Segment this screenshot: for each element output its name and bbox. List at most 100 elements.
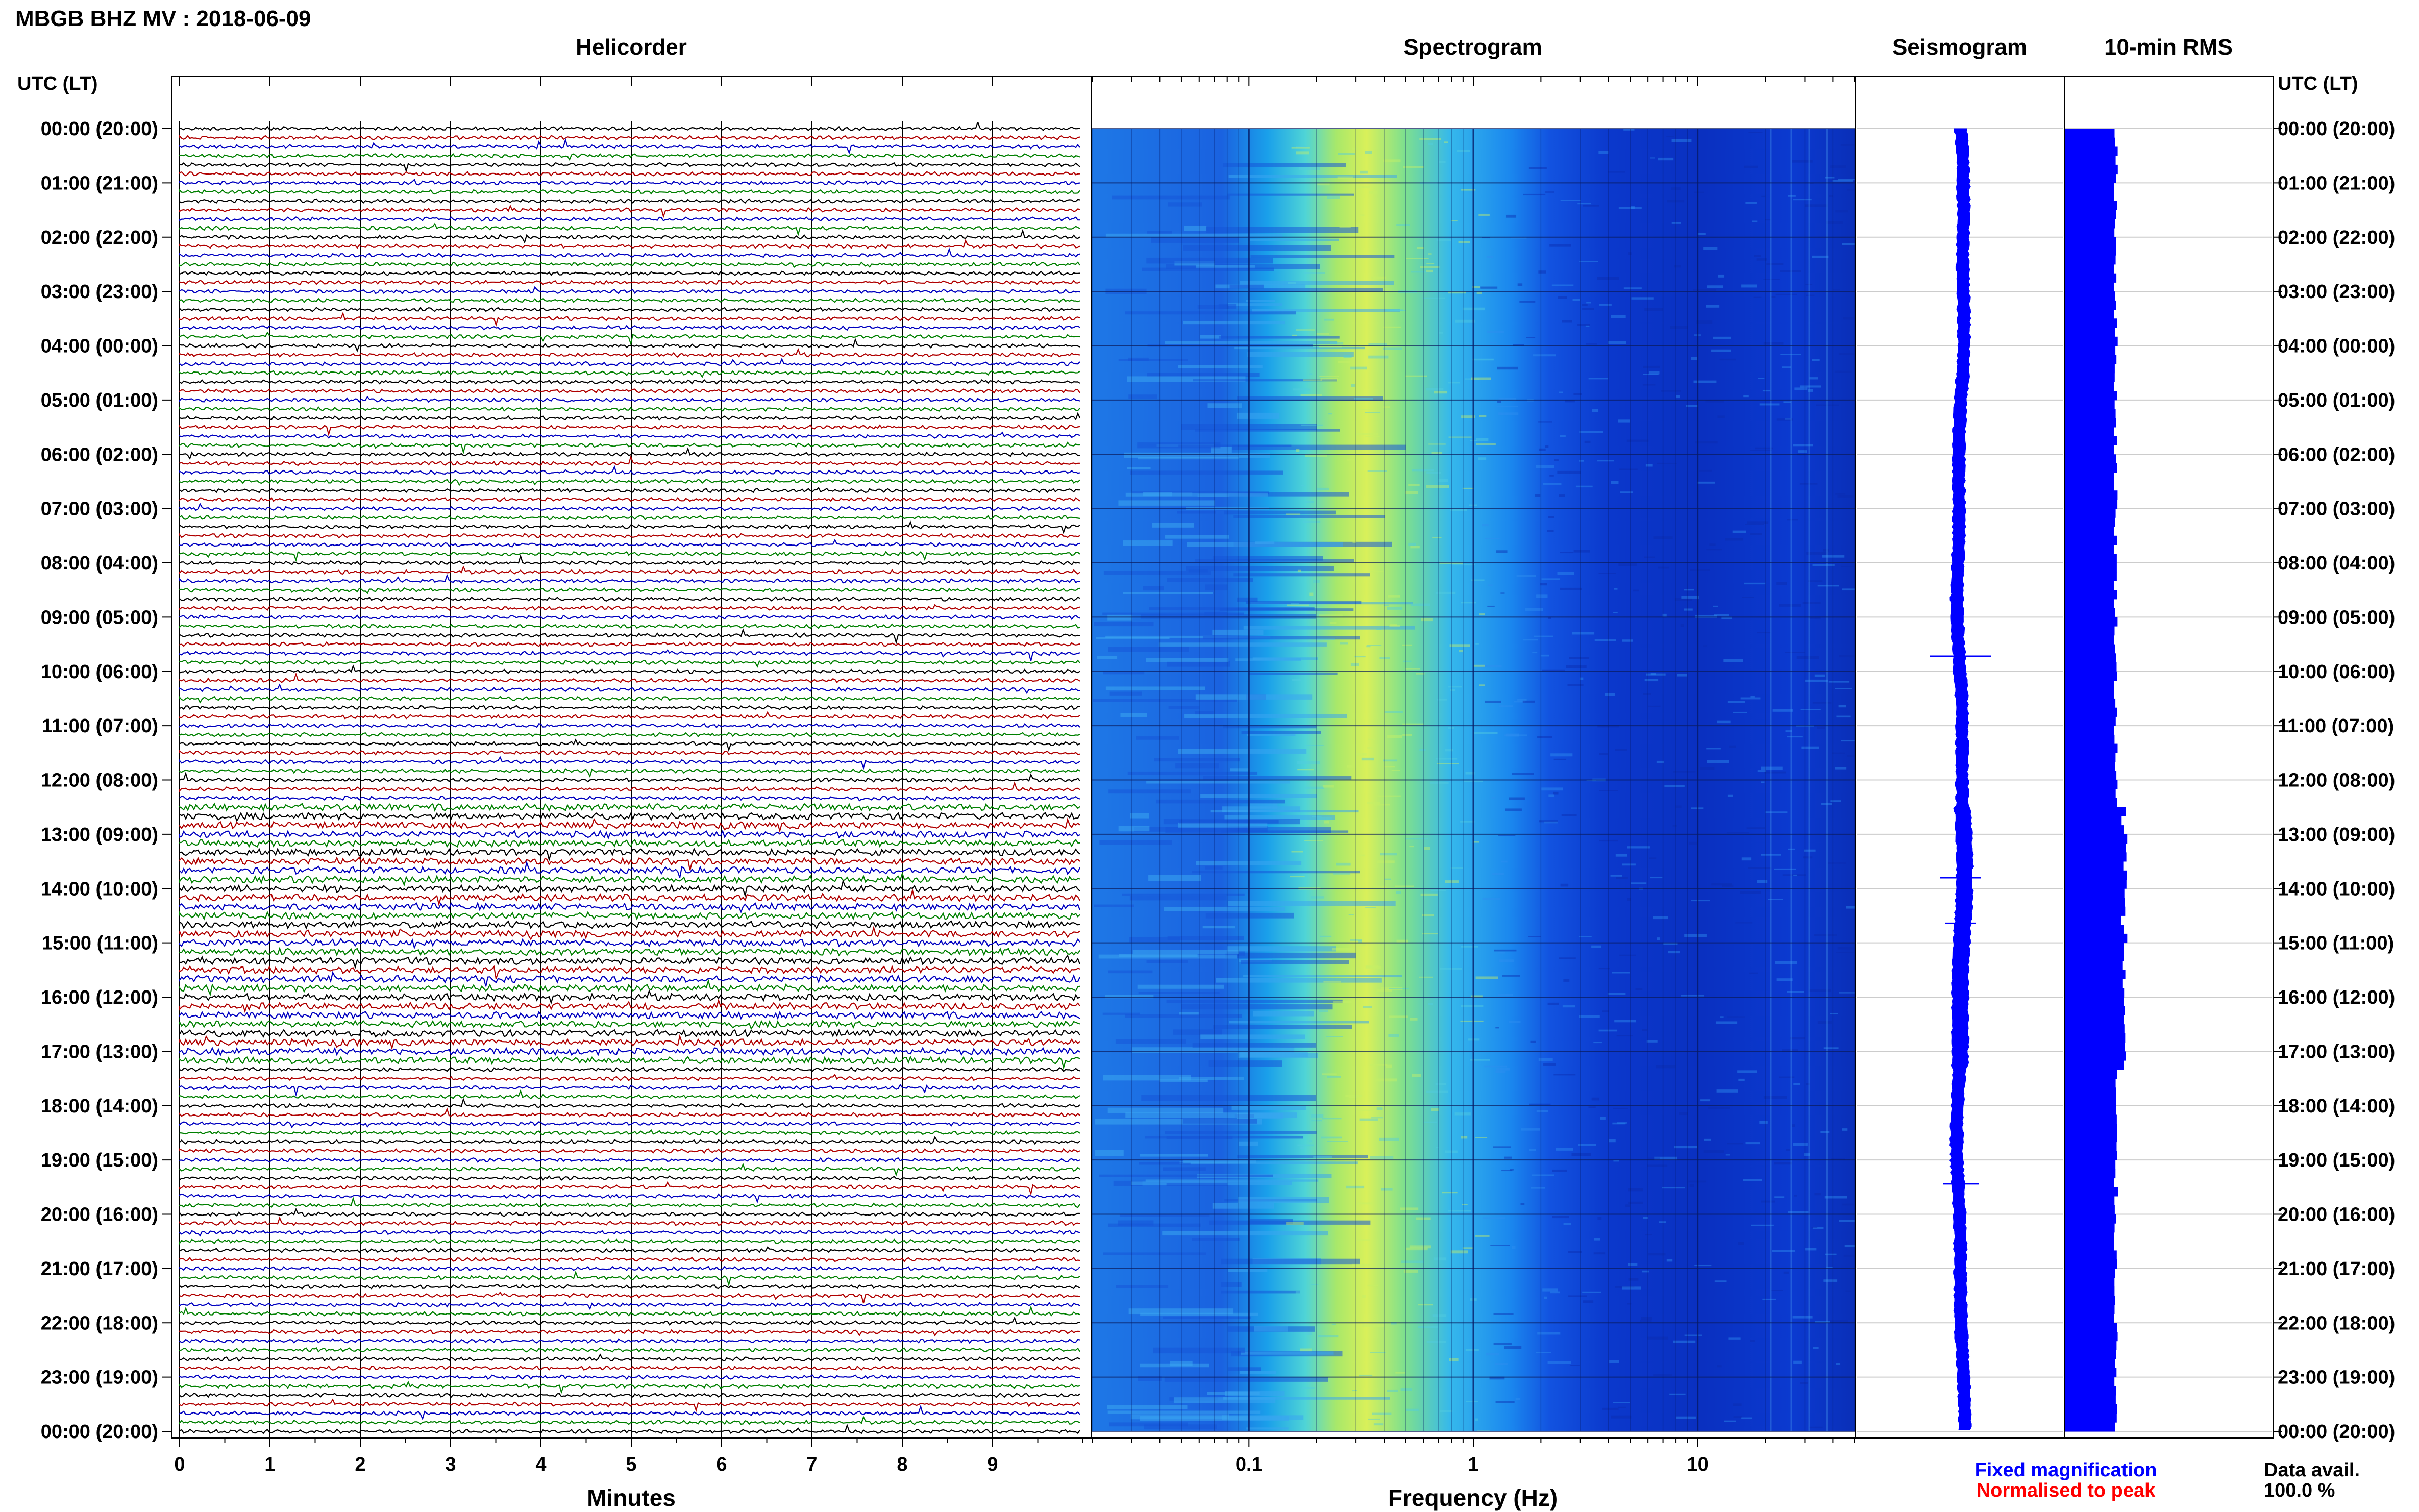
utc-labels-right: 00:00 (20:00) 01:00 (21:00) 02:00 (22:00) 0… [2278,118,2395,1443]
spectrogram-speckle [1759,1121,1768,1124]
spectrogram-speckle [1845,1290,1851,1292]
spectrogram-speckle [1696,320,1713,324]
spectrogram-streak [1103,571,1211,575]
spectrogram-speckle [1751,1224,1774,1226]
spectrogram-speckle [1445,749,1453,752]
spectrogram-speckle [1759,403,1780,406]
helicorder-trace [179,937,1080,950]
spectrogram-speckle [1373,804,1390,806]
spectrogram-speckle [1495,1070,1506,1073]
spectrogram-speckle [1347,765,1353,768]
spectrogram-speckle [1695,615,1717,618]
spectrogram-speckle [1800,385,1821,388]
spectrogram-speckle [1422,914,1435,916]
spectrogram-speckle [1383,604,1389,606]
spectrogram-speckle [1324,318,1334,321]
spectrogram-speckle [1552,1216,1569,1219]
spectrogram-speckle [1330,342,1344,345]
spectrogram-speckle [1622,1286,1641,1290]
spectrogram-speckle [1738,1078,1745,1081]
spectrogram-speckle [1582,308,1594,310]
spectrogram-streak [1118,1220,1154,1226]
helicorder-trace [179,628,1080,645]
helicorder-x-tick-label: 9 [987,1454,998,1475]
spectrogram-speckle [1426,1090,1448,1093]
spectrogram-speckle [1473,664,1485,667]
spectrogram-speckle [1717,720,1731,724]
spectrogram-speckle [1711,883,1732,886]
spectrogram-streak [1099,840,1172,845]
spectrogram-streak [1128,394,1157,399]
spectrogram-streak [1224,814,1335,820]
helicorder-trace [179,1207,1080,1217]
utc-label-left: 15:00 (11:00) [42,933,158,954]
spectrogram-speckle [1835,688,1852,689]
spectrogram-speckle [1379,1137,1399,1141]
spectrogram-speckle [1458,241,1470,243]
spectrogram-speckle [1471,579,1485,581]
rms-bar [2065,400,2115,410]
spectrogram-speckle [1489,1376,1505,1380]
spectrogram-speckle [1478,457,1487,460]
spectrogram-speckle [1703,247,1718,250]
spectrogram-streak [1227,946,1336,952]
spectrogram-streak [1165,1131,1317,1134]
spectrogram-streak [1112,195,1230,200]
spectrogram-speckle [1540,583,1547,586]
spectrogram-streak [1228,175,1397,178]
spectrogram-speckle [1829,195,1833,197]
spectrogram-speckle [1642,384,1656,386]
spectrogram-speckle [1615,749,1627,751]
spectrogram-speckle [1538,421,1552,423]
spectrogram-x-tick-labels: 0.1 1 10 [1236,1454,1709,1475]
spectrogram-streak [1147,231,1172,234]
spectrogram-streak [1113,1180,1143,1186]
spectrogram-speckle [1662,613,1667,617]
rms-bar [2065,753,2116,762]
spectrogram-speckle [1741,857,1752,861]
utc-label-right: 17:00 (13:00) [2278,1041,2395,1062]
spectrogram-speckle [1707,760,1729,763]
rms-bar [2065,1169,2116,1179]
legend-fixed-magnification: Fixed magnification [1974,1459,2157,1481]
spectrogram-speckle [1303,520,1321,523]
spectrogram-speckle [1365,965,1379,968]
spectrogram-speckle [1466,1401,1478,1402]
helicorder-trace [179,738,1080,752]
spectrogram-speckle [1755,447,1773,450]
spectrogram-speckle [1445,1150,1458,1153]
spectrogram-speckle [1538,270,1546,274]
helicorder-trace [179,1423,1080,1434]
spectrogram-speckle [1368,1418,1380,1420]
helicorder-trace [179,596,1080,602]
spectrogram-speckle [1774,868,1796,870]
helicorder-trace [179,1301,1080,1310]
rms-bar [2065,1422,2115,1432]
helicorder-trace [179,1216,1080,1227]
spectrogram-speckle [1613,1160,1619,1162]
spectrogram-speckle [1483,1217,1506,1219]
spectrogram-speckle [1370,1351,1386,1353]
spectrogram-speckle [1761,781,1765,783]
helicorder-trace [179,978,1080,997]
utc-label-left: 00:00 (20:00) [41,1421,158,1443]
spectrogram-speckle [1498,398,1516,401]
spectrogram-speckle [1449,644,1470,647]
spectrogram-speckle [1804,204,1828,207]
spectrogram-speckle [1545,191,1554,193]
helicorder-trace [179,847,1080,862]
spectrogram-speckle [1610,875,1623,877]
spectrogram-speckle [1533,354,1556,357]
spectrogram-x-ticks [1092,77,1855,1447]
spectrogram-speckle [1479,415,1487,417]
spectrogram-speckle [1620,491,1633,493]
helicorder-trace [179,604,1080,611]
spectrogram-speckle [1635,988,1643,990]
spectrogram-speckle [1664,785,1685,787]
utc-label-right: 16:00 (12:00) [2278,987,2395,1008]
spectrogram-speckle [1733,1403,1742,1406]
spectrogram-streak [1129,936,1180,943]
spectrogram-speckle [1384,711,1403,713]
spectrogram-speckle [1495,1401,1515,1403]
rms-bar [2065,1359,2115,1369]
